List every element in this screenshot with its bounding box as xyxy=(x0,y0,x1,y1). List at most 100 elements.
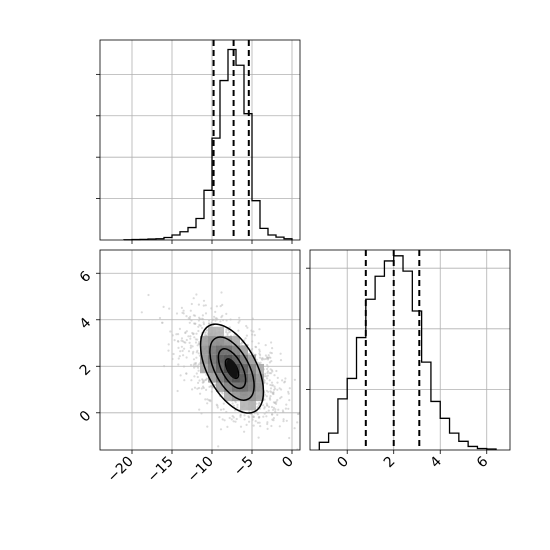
scatter-point xyxy=(177,363,180,366)
density-cell xyxy=(216,373,224,383)
y-histogram-steps xyxy=(318,255,497,450)
scatter-point xyxy=(197,303,200,306)
contour-level-1 xyxy=(209,336,255,401)
scatter-point xyxy=(277,408,280,411)
x-histogram-steps xyxy=(123,48,293,241)
scatter-point xyxy=(205,328,208,331)
scatter-point xyxy=(183,347,186,350)
scatter-point xyxy=(180,306,183,309)
scatter-point xyxy=(272,392,275,396)
scatter-point xyxy=(293,427,296,430)
density-cell xyxy=(248,363,256,374)
scatter-point xyxy=(194,365,197,368)
scatter-point xyxy=(279,359,283,362)
scatter-point xyxy=(239,415,242,418)
scatter-point xyxy=(248,416,251,419)
scatter-point xyxy=(207,322,211,325)
scatter-point xyxy=(191,388,194,391)
scatter-point xyxy=(158,316,162,320)
scatter-point xyxy=(214,310,217,313)
scatter-point xyxy=(258,356,262,359)
scatter-point xyxy=(272,417,275,420)
scatter-point xyxy=(200,412,203,415)
scatter-point xyxy=(217,445,220,448)
scatter-point xyxy=(193,322,196,325)
scatter-point xyxy=(196,387,199,390)
scatter-point xyxy=(237,329,240,332)
scatter-point xyxy=(225,319,228,322)
scatter-point xyxy=(257,436,260,439)
scatter-point xyxy=(198,317,202,320)
scatter-point xyxy=(184,341,187,344)
scatter-point xyxy=(202,304,205,307)
scatter-point xyxy=(195,332,198,335)
scatter-point xyxy=(239,414,242,417)
scatter-point xyxy=(245,334,248,337)
scatter-point xyxy=(171,334,174,337)
scatter-point xyxy=(229,318,232,321)
scatter-xtick-label: −5 xyxy=(231,454,257,480)
scatter-point xyxy=(265,411,268,414)
scatter-point xyxy=(198,323,201,327)
scatter-point xyxy=(276,398,279,402)
scatter-point xyxy=(185,372,188,375)
density-cell xyxy=(248,373,256,383)
scatter-point xyxy=(273,401,276,404)
density-cell xyxy=(208,345,216,355)
scatter-point xyxy=(284,377,287,380)
scatter-point xyxy=(307,395,309,397)
scatter-point xyxy=(210,390,213,393)
scatter-point xyxy=(225,330,228,334)
scatter-point xyxy=(162,305,165,308)
scatter-point xyxy=(206,425,209,428)
density-cell xyxy=(208,354,216,364)
scatter-point xyxy=(251,333,254,336)
scatter-point xyxy=(279,352,282,355)
scatter-point xyxy=(246,326,249,329)
scatter-point xyxy=(273,385,276,388)
scatter-point xyxy=(201,317,204,320)
scatter-point xyxy=(243,418,246,421)
scatter-point xyxy=(270,352,273,355)
scatter-point xyxy=(182,354,185,357)
scatter-point xyxy=(254,420,257,423)
scatter-point xyxy=(293,378,296,381)
scatter-point xyxy=(266,422,269,426)
scatter-point xyxy=(238,319,241,322)
density-cell xyxy=(224,373,232,383)
scatter-point xyxy=(268,356,271,359)
scatter-point xyxy=(182,312,185,315)
scatter-point xyxy=(234,420,237,423)
scatter-point xyxy=(182,309,185,312)
scatter-point xyxy=(195,351,198,354)
density-cell xyxy=(200,345,208,355)
scatter-point xyxy=(195,293,198,296)
contour-level-2 xyxy=(217,348,247,390)
scatter-point xyxy=(180,339,183,342)
scatter-point xyxy=(202,299,206,302)
scatter-point xyxy=(180,345,183,348)
density-cell xyxy=(240,373,248,383)
scatter-point xyxy=(267,365,270,368)
scatter-point xyxy=(267,409,270,412)
scatter-point xyxy=(226,425,229,428)
density-cell xyxy=(208,363,216,374)
density-cell xyxy=(240,345,248,355)
scatter-point xyxy=(173,339,176,342)
density-cell xyxy=(200,354,208,364)
scatter-point xyxy=(256,413,259,416)
scatter-point xyxy=(147,293,150,297)
scatter-point xyxy=(189,346,192,349)
scatter-point xyxy=(262,404,265,407)
scatter-point xyxy=(265,395,268,398)
scatter-point xyxy=(264,357,267,361)
scatter-point xyxy=(190,302,193,306)
scatter-point xyxy=(244,337,247,340)
scatter-inner xyxy=(100,250,309,450)
scatter-point xyxy=(222,408,225,411)
scatter-point xyxy=(223,419,226,422)
scatter-point xyxy=(266,377,269,380)
scatter-point xyxy=(221,314,224,317)
scatter-point xyxy=(220,291,223,294)
density-peak xyxy=(226,359,238,379)
